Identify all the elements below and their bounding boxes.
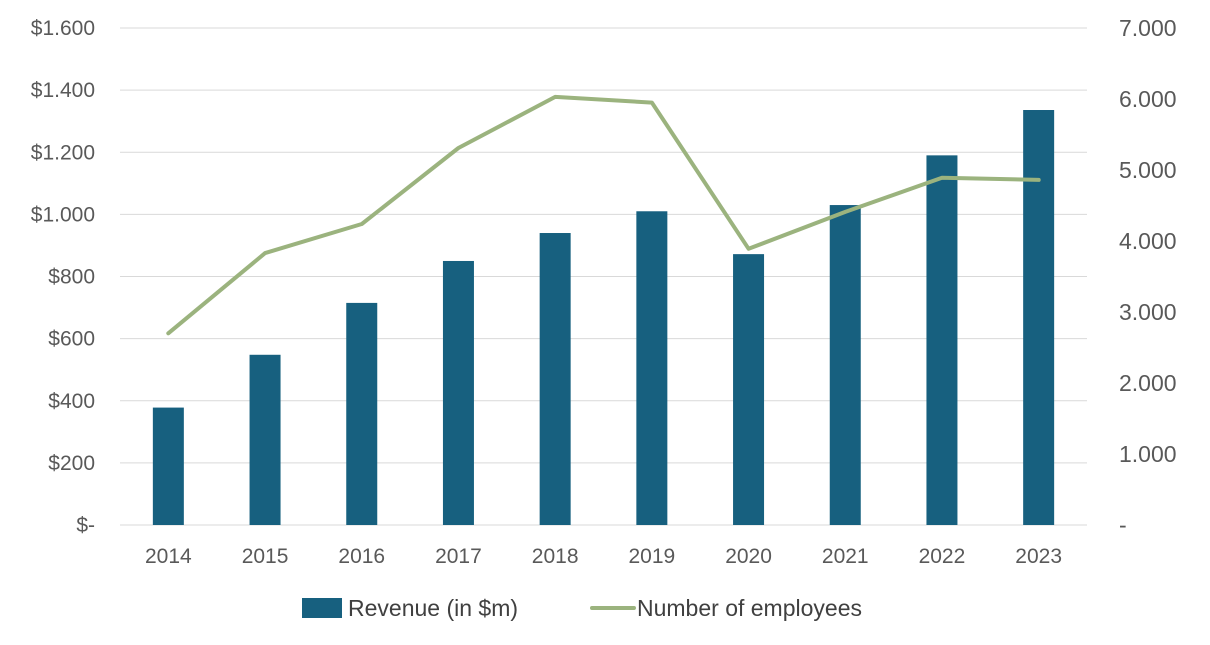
y-right-tick-label: 5.000 [1119,157,1177,183]
x-tick-label: 2015 [242,545,289,568]
y-left-tick-label: $1.000 [31,203,95,226]
revenue-bar [346,302,378,525]
y-right-tick-label: 4.000 [1119,228,1177,254]
y-right-tick-label: 6.000 [1119,86,1177,112]
y-left-tick-label: $1.600 [31,17,95,40]
y-right-tick-label: - [1119,512,1127,538]
revenue-bar [733,254,765,525]
employees-line [166,94,1041,336]
x-tick-label: 2016 [338,545,385,568]
revenue-bar [636,211,668,526]
revenue-bar [926,155,958,525]
y-left-tick-label: $1.200 [31,141,95,164]
y-right-tick-label: 7.000 [1119,15,1177,41]
x-tick-label: 2014 [145,545,192,568]
revenue-bar [249,354,281,525]
revenue-bar [829,205,861,525]
y-right-tick-label: 3.000 [1119,299,1177,325]
revenue-bar [1023,110,1055,525]
x-tick-label: 2017 [435,545,482,568]
y-left-tick-label: $- [76,514,95,537]
y-left-tick-label: $1.400 [31,79,95,102]
revenue-bar [539,233,571,525]
legend-employees-label: Number of employees [637,595,862,621]
y-left-tick-label: $600 [48,328,95,351]
x-tick-label: 2018 [532,545,579,568]
legend-revenue-label: Revenue (in $m) [348,595,518,621]
y-left-tick-label: $800 [48,266,95,289]
legend-revenue-swatch [302,598,342,618]
y-right-tick-label: 2.000 [1119,370,1177,396]
x-tick-label: 2022 [919,545,966,568]
revenue-bar [152,407,184,525]
y-right-tick-label: 1.000 [1119,441,1177,467]
y-left-tick-label: $400 [48,390,95,413]
x-tick-label: 2021 [822,545,869,568]
x-tick-label: 2019 [628,545,675,568]
x-tick-label: 2020 [725,545,772,568]
revenue-bar [442,260,474,525]
x-tick-label: 2023 [1015,545,1062,568]
y-left-tick-label: $200 [48,452,95,475]
